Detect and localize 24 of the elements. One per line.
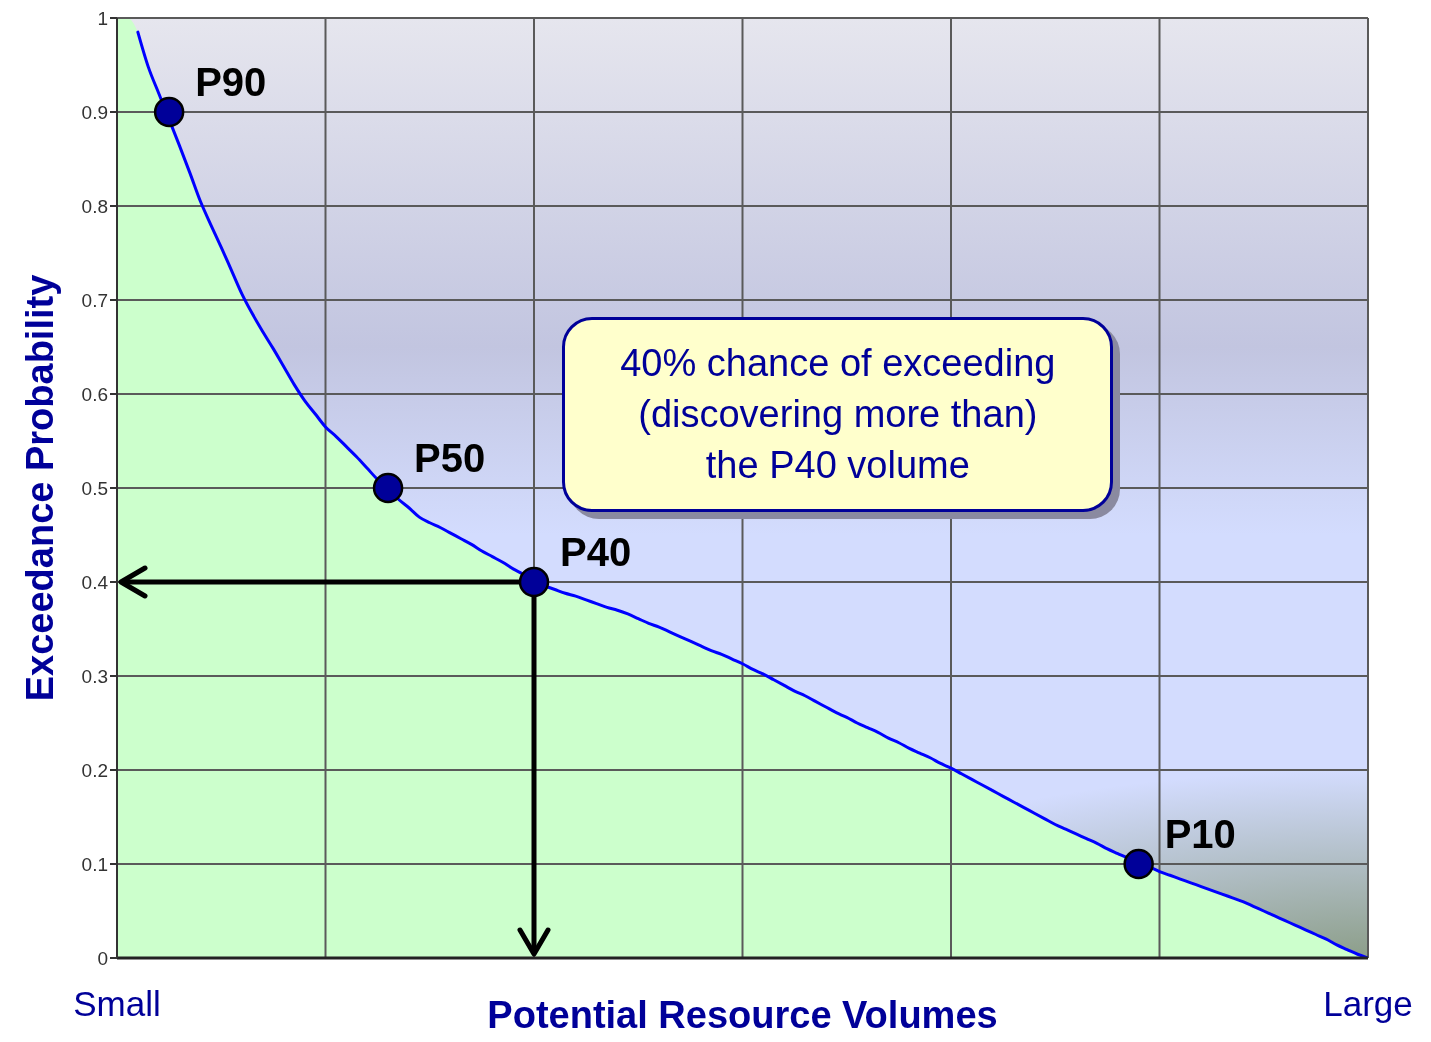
y-tick-label: 0.9 [81, 101, 108, 123]
point [372, 472, 404, 504]
x-tick-label: Large [1323, 984, 1413, 1023]
y-tick-label: 0.5 [81, 477, 108, 499]
x-axis-title: Potential Resource Volumes [487, 994, 998, 1036]
point [518, 566, 550, 598]
y-axis-title: Exceedance Probability [19, 274, 61, 702]
x-tick-label: Small [73, 984, 161, 1023]
y-tick-label: 1 [97, 7, 108, 29]
y-tick-label: 0.1 [81, 853, 108, 875]
y-tick-label: 0 [97, 947, 108, 969]
data-label: P50 [414, 436, 486, 480]
data-label: P10 [1164, 812, 1236, 856]
y-tick-label: 0.2 [81, 759, 108, 781]
point [153, 96, 185, 128]
y-tick-label: 0.3 [81, 665, 108, 687]
point [1123, 848, 1154, 880]
y-tick-label: 0.7 [81, 289, 108, 311]
y-tick-label: 0.4 [81, 571, 109, 593]
y-tick-label: 0.6 [81, 383, 108, 405]
annotation: 40% chance of exceeding (discovering more than) the P40 volume [620, 340, 1056, 488]
y-tick-label: 0.8 [81, 195, 108, 217]
data-label: P40 [560, 530, 632, 574]
data-label: P90 [195, 60, 267, 104]
